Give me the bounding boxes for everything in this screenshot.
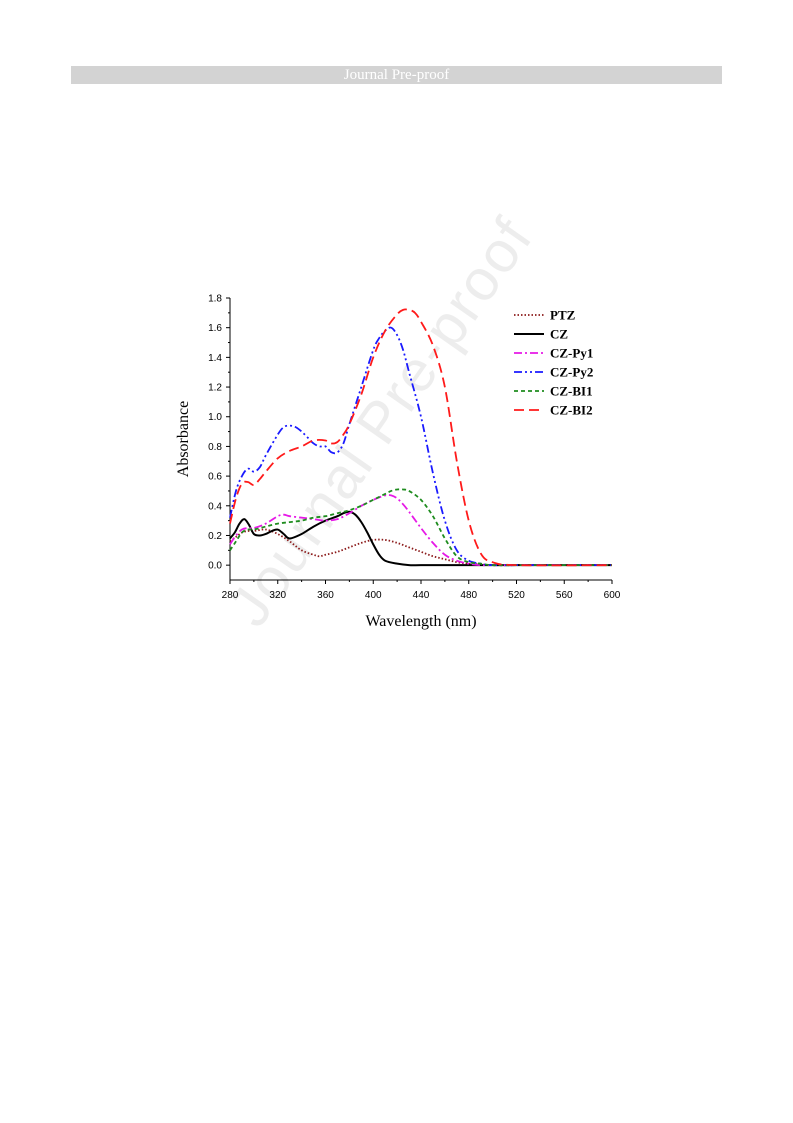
x-tick-label: 360 [317,590,334,601]
y-tick-label: 1.6 [208,323,222,334]
x-tick-label: 480 [460,590,477,601]
x-tick-label: 560 [556,590,573,601]
y-tick-label: 1.0 [208,412,222,423]
y-tick-label: 0.2 [208,531,222,542]
legend-label-cz: CZ [550,327,568,342]
y-tick-label: 0.6 [208,472,222,483]
x-tick-label: 280 [222,590,239,601]
series-line-cz-py2 [229,326,612,567]
x-tick-label: 440 [413,590,430,601]
y-tick-label: 0.0 [208,561,222,572]
legend-label-cz-py2: CZ-Py2 [550,365,593,380]
x-tick-label: 320 [269,590,286,601]
series-line-cz [229,510,612,567]
chart-axes: 280 320 360 400 440 480 520 560 600 0.0 0.2 0.4 0.6 0… [208,294,621,602]
series-line-ptz [229,528,612,567]
y-tick-label: 0.4 [208,501,222,512]
journal-header-title: Journal Pre-proof [343,67,450,83]
journal-header-bar: Journal Pre-proof [71,66,722,84]
legend-label-ptz: PTZ [550,308,576,323]
y-axis-label: Absorbance [175,401,192,477]
x-tick-label: 520 [508,590,525,601]
legend-label-cz-bi2: CZ-BI2 [550,403,593,418]
series-line-cz-bi2 [229,308,613,567]
x-axis-label: Wavelength (nm) [365,613,476,630]
series-line-cz-bi1 [229,488,612,567]
y-tick-label: 1.2 [208,383,222,394]
legend-label-cz-bi1: CZ-BI1 [550,384,593,399]
chart-legend: PTZ CZ CZ-Py1 CZ-Py2 CZ-BI1 CZ-BI2 [514,308,593,418]
x-tick-label: 600 [604,590,621,601]
y-tick-label: 0.8 [208,442,222,453]
x-tick-label: 400 [365,590,382,601]
y-tick-label: 1.4 [208,353,222,364]
y-tick-label: 1.8 [208,294,222,305]
chart-series-layer [229,308,613,567]
series-line-cz-py1 [229,494,612,567]
legend-label-cz-py1: CZ-Py1 [550,346,593,361]
